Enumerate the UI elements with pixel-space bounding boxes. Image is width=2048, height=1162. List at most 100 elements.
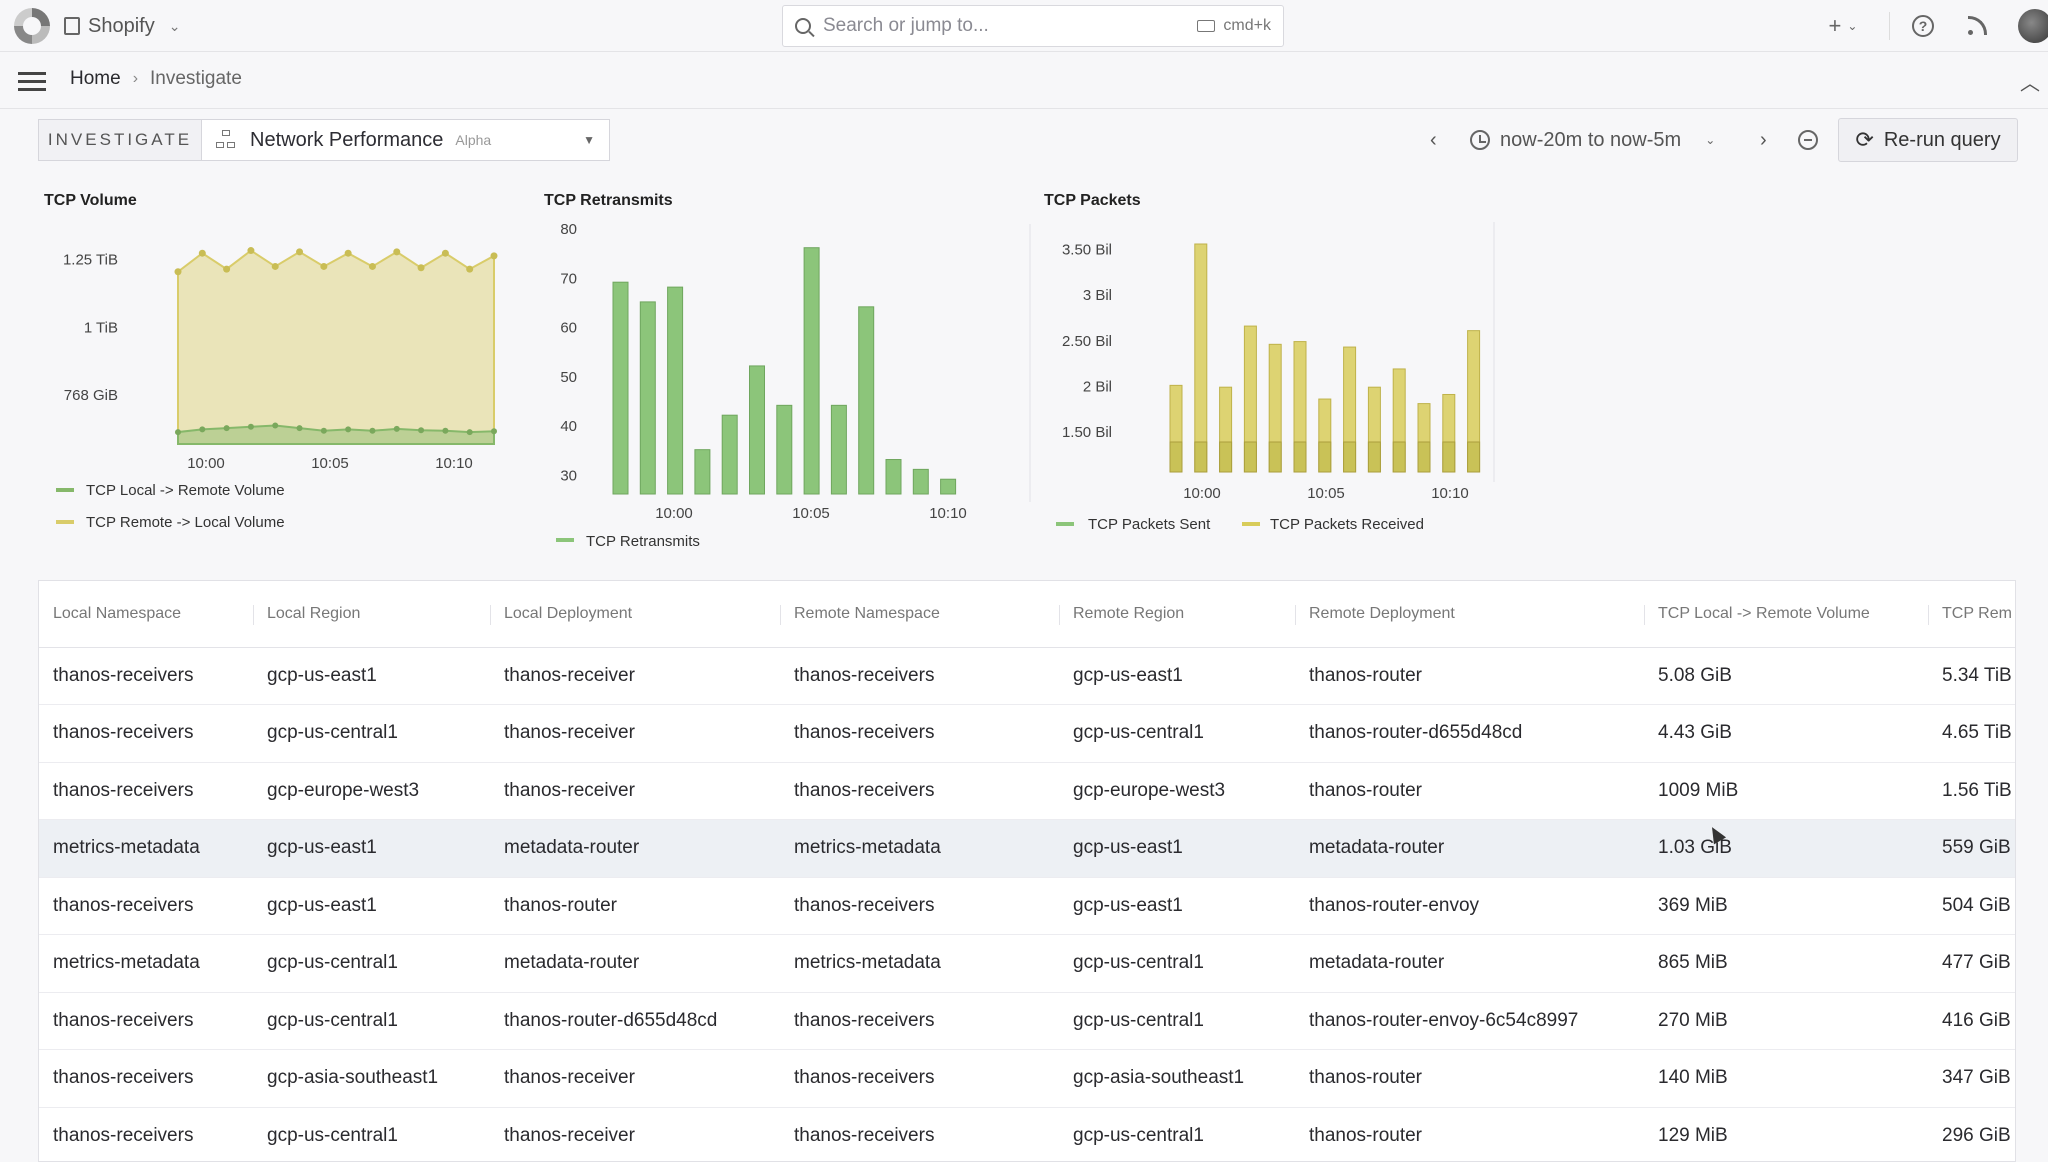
y-tick-label: 768 GiB [64,387,118,404]
chevron-down-icon: ⌄ [1847,19,1858,33]
chevron-right-icon: › [132,70,139,87]
bar [858,306,875,495]
divider [1889,12,1890,40]
previous-range-icon[interactable]: ‹ [1430,128,1437,151]
table-cell: gcp-us-east1 [1059,647,1295,705]
x-tick-label: 10:05 [792,505,830,522]
column-header[interactable]: Local Deployment [490,581,780,648]
table-row[interactable]: thanos-receivers gcp-asia-southeast1 thano… [39,1049,2015,1108]
table-cell: metadata-router [1295,934,1644,993]
data-point [344,249,352,257]
data-point [247,423,254,430]
y-tick-label: 80 [560,221,577,238]
y-tick-label: 1.25 TiB [63,252,118,269]
data-point [175,429,181,436]
legend-label: TCP Retransmits [586,533,700,550]
table-cell: gcp-us-east1 [1059,877,1295,935]
investigate-label: INVESTIGATE [38,119,202,161]
rerun-query-button[interactable]: ⟳ Re-run query [1838,118,2018,162]
add-button[interactable]: + ⌄ [1819,13,1867,39]
data-point [271,262,279,270]
data-point [369,427,376,434]
chevron-down-icon: ⌄ [168,17,181,34]
table-row[interactable]: thanos-receivers gcp-us-east1 thanos-route… [39,877,2015,935]
data-point [223,425,230,432]
table-cell: metrics-metadata [39,819,253,878]
news-feed-icon[interactable] [1966,15,1988,37]
table-row[interactable]: metrics-metadata gcp-us-central1 metadata-… [39,934,2015,993]
table-cell: gcp-asia-southeast1 [253,1049,490,1108]
table-cell: metadata-router [490,934,780,993]
next-range-icon[interactable]: › [1760,128,1767,151]
bar [667,286,684,495]
bar [940,478,957,495]
column-header[interactable]: Remote Namespace [780,581,1059,648]
table-cell: gcp-europe-west3 [1059,762,1295,820]
bar-sent [1318,441,1332,473]
table-row[interactable]: metrics-metadata gcp-us-east1 metadata-rou… [39,819,2015,878]
bar-received [1194,243,1208,473]
x-tick-label: 10:10 [929,505,967,522]
table-cell: thanos-router [490,877,780,935]
y-tick-label: 50 [560,369,577,386]
y-tick-label: 30 [560,467,577,484]
tcp-packets-panel: TCP Packets 1.50 Bil 2 Bil 2.50 Bil 3 Bil 3.… [1038,172,1598,572]
table-row[interactable]: thanos-receivers gcp-us-central1 thanos-ro… [39,992,2015,1050]
data-point [466,265,474,273]
column-header[interactable]: TCP Rem [1928,581,2015,648]
data-point [491,428,497,435]
keyboard-icon [1197,20,1216,32]
column-header[interactable]: Local Region [253,581,490,648]
top-bar: Shopify ⌄ Search or jump to... cmd+k + ⌄ … [0,0,2048,52]
bar [694,449,711,495]
column-header[interactable]: TCP Local -> Remote Volume [1644,581,1928,648]
table-cell: 1.56 TiB [1928,762,2015,820]
breadcrumb: Home › Investigate [70,68,242,90]
bar [776,404,793,495]
table-cell: metrics-metadata [39,934,253,993]
table-cell: thanos-router-envoy-6c54c8997 [1295,992,1644,1050]
x-tick-label: 10:00 [187,455,225,472]
table-row[interactable]: thanos-receivers gcp-us-central1 thanos-re… [39,1107,2015,1161]
table-row[interactable]: thanos-receivers gcp-us-central1 thanos-re… [39,704,2015,763]
table-cell: gcp-us-central1 [1059,704,1295,763]
column-header[interactable]: Remote Deployment [1295,581,1644,648]
bar [885,459,902,495]
table-cell: 140 MiB [1644,1049,1928,1108]
menu-icon[interactable] [18,72,46,92]
plus-icon: + [1828,13,1842,38]
time-range-picker[interactable]: now-20m to now-5m ⌄ [1470,119,1715,161]
bar [803,247,820,495]
org-switcher[interactable]: Shopify ⌄ [64,12,180,40]
app-logo[interactable] [14,8,50,44]
legend-label: TCP Remote -> Local Volume [86,514,285,531]
table-row[interactable]: thanos-receivers gcp-europe-west3 thanos-r… [39,762,2015,820]
data-point [320,427,327,434]
breadcrumb-home[interactable]: Home [70,68,121,89]
collapse-icon[interactable]: ︿ [2020,73,2040,95]
table-cell: 5.08 GiB [1644,647,1928,705]
x-tick-label: 10:00 [655,505,693,522]
tcp-retransmits-chart: 30 40 50 60 70 80 10:00 10:05 10:10 TCP Retransmi… [556,221,1031,550]
bar [639,301,656,495]
bar-sent [1219,441,1233,473]
table-row[interactable]: thanos-receivers gcp-us-east1 thanos-recei… [39,647,2015,705]
table-cell: thanos-receiver [490,704,780,763]
table-cell: gcp-asia-southeast1 [1059,1049,1295,1108]
legend-swatch [556,538,574,542]
column-header[interactable]: Remote Region [1059,581,1295,648]
column-header[interactable]: Local Namespace [39,581,253,648]
data-point [418,427,425,434]
charts-area: TCP Volume 768 GiB 1 TiB 1.25 TiB 10:00 10:0… [38,172,2014,572]
help-icon[interactable]: ? [1912,15,1934,37]
zoom-out-icon[interactable] [1798,119,1820,161]
avatar[interactable] [2018,9,2048,43]
building-icon [64,17,80,35]
bar-sent [1268,441,1282,473]
dashboard-select[interactable]: Network Performance Alpha ▼ [202,119,610,161]
x-tick-label: 10:10 [435,455,473,472]
bar-sent [1243,441,1257,473]
panel-title: TCP Retransmits [544,192,673,209]
legend-label: TCP Packets Sent [1088,516,1211,533]
search-input[interactable]: Search or jump to... cmd+k [782,5,1284,47]
